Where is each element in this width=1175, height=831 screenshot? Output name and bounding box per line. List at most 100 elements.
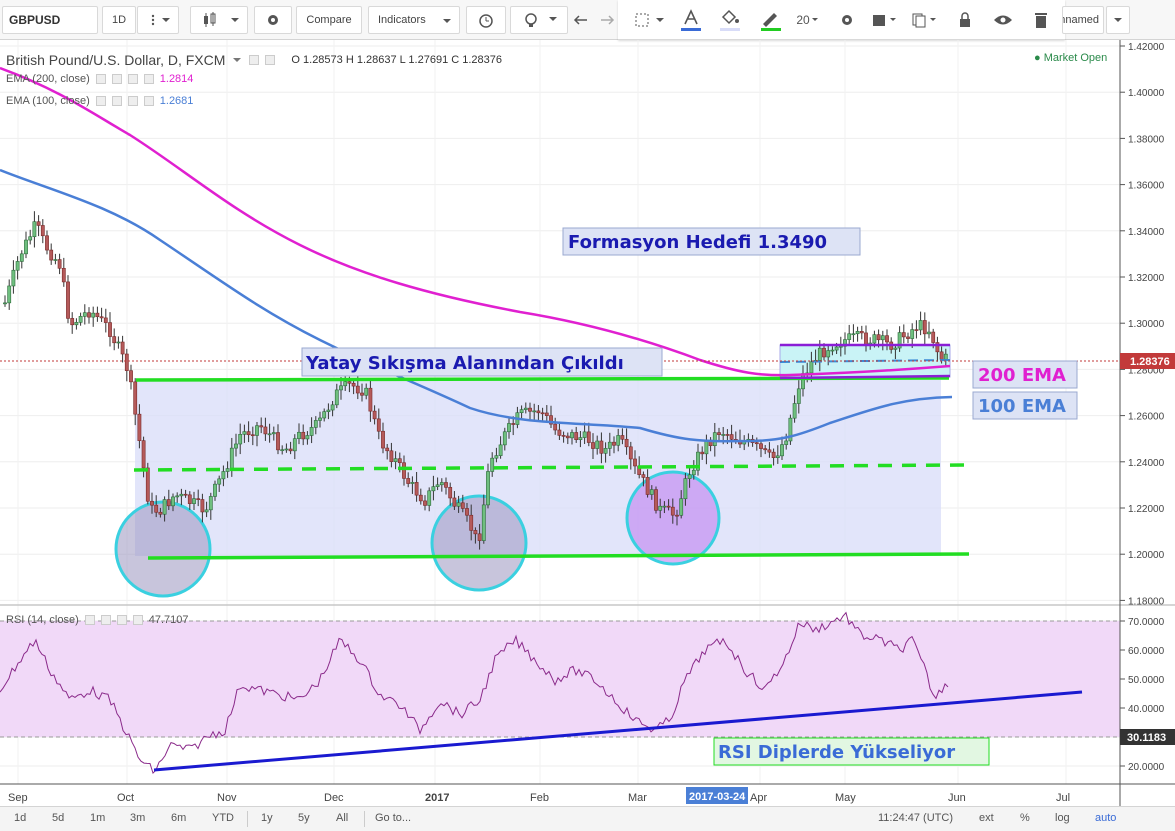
candle-body <box>624 438 629 448</box>
layout-name-button[interactable]: Unnamed <box>1062 6 1104 34</box>
price-tick-label: 1.22000 <box>1128 504 1165 515</box>
candle-body <box>322 411 327 419</box>
ema100-legend[interactable]: EMA (100, close) 1.2681 <box>6 95 193 107</box>
ema200-legend[interactable]: EMA (200, close) 1.2814 <box>6 73 193 85</box>
breakout-annotation: Yatay Sıkışma Alanından Çıkıldı <box>305 353 624 374</box>
indicators-button[interactable]: Indicators <box>368 6 460 34</box>
square-icon[interactable] <box>127 74 138 84</box>
rsi-legend-value: 47.7107 <box>148 614 189 626</box>
alarm-clock-icon <box>479 14 493 28</box>
price-axis[interactable]: 1.42000 1.40000 1.38000 1.36000 1.34000 1.320… <box>1120 42 1165 607</box>
gear-icon[interactable] <box>100 615 111 625</box>
line-width-button[interactable]: 20 <box>792 4 824 36</box>
gear-icon[interactable] <box>111 96 122 106</box>
target-annotation-box[interactable] <box>562 227 861 256</box>
chart-canvas[interactable]: 1.42000 1.40000 1.38000 1.36000 1.34000 1.320… <box>0 40 1175 807</box>
legend-gear-icon[interactable] <box>265 55 276 65</box>
range-button-6m[interactable]: 6m <box>171 812 187 824</box>
range-button-all[interactable]: All <box>336 812 349 824</box>
candle-body <box>872 334 877 344</box>
candle-body <box>574 432 579 440</box>
midline[interactable] <box>133 463 969 472</box>
ema-100-line[interactable] <box>0 168 953 443</box>
scale-option-ext[interactable]: ext <box>979 812 994 824</box>
candle-body <box>922 320 927 335</box>
candle-body <box>801 373 805 390</box>
chart-style-button[interactable] <box>190 6 248 34</box>
range-button-5y[interactable]: 5y <box>298 812 310 824</box>
breakout-annotation-box[interactable] <box>301 347 663 377</box>
legend-settings-icon[interactable] <box>249 55 260 65</box>
compare-button[interactable]: Compare <box>296 6 362 34</box>
delete-button[interactable] <box>1028 4 1054 36</box>
candle-body <box>381 430 385 449</box>
scale-option-percent[interactable]: % <box>1020 812 1030 824</box>
ema200-annotation-box[interactable] <box>972 360 1078 389</box>
candle-body <box>851 333 856 336</box>
price-tick-label: 1.30000 <box>1128 319 1165 330</box>
rsi-axis[interactable]: 70.000060.000050.000040.000030.000020.00… <box>1120 617 1165 773</box>
chart-area[interactable]: 1.42000 1.40000 1.38000 1.36000 1.34000 1.320… <box>0 40 1175 807</box>
eye-icon[interactable] <box>95 96 106 106</box>
alert-button[interactable] <box>466 6 506 34</box>
candle-body <box>74 322 79 326</box>
clone-button[interactable] <box>908 4 942 36</box>
candle-body <box>628 446 633 460</box>
close-icon[interactable] <box>143 96 154 106</box>
text-color-button[interactable] <box>676 4 706 36</box>
symbol-legend[interactable]: British Pound/U.S. Dollar, D, FXCM O 1.2… <box>6 52 502 68</box>
candles-icon <box>204 12 239 27</box>
redo-button[interactable] <box>596 6 618 34</box>
support-line[interactable] <box>147 552 970 560</box>
candle-body <box>28 236 33 241</box>
settings-button[interactable] <box>254 6 292 34</box>
undo-button[interactable] <box>568 6 594 34</box>
square-icon[interactable] <box>116 615 127 625</box>
symbol-search-input[interactable]: GBPUSD <box>2 6 98 34</box>
range-button-5d[interactable]: 5d <box>52 812 65 824</box>
range-button-3m[interactable]: 3m <box>130 812 146 824</box>
hide-button[interactable] <box>990 4 1016 36</box>
ema100-annotation-box[interactable] <box>972 391 1078 420</box>
breakout-bottom-line[interactable] <box>779 374 951 380</box>
ema100-annotation: 100 EMA <box>978 396 1066 417</box>
rsi-annotation-box[interactable] <box>713 737 990 766</box>
interval-button[interactable]: 1D <box>102 6 136 34</box>
fill-color-button[interactable] <box>714 4 746 36</box>
ideas-button[interactable] <box>510 6 568 34</box>
time-axis[interactable]: Sep Oct Nov Dec 2017 Feb Mar Apr May Jun Jul <box>8 792 1070 804</box>
scale-option-auto[interactable]: auto <box>1095 812 1117 824</box>
rsi-tick-label: 40.0000 <box>1128 704 1165 715</box>
chevron-down-icon <box>233 58 242 62</box>
range-button-ytd[interactable]: YTD <box>212 812 234 824</box>
line-color-button[interactable] <box>756 4 786 36</box>
scale-option-log[interactable]: log <box>1055 812 1070 824</box>
close-icon[interactable] <box>132 615 143 625</box>
ema-200-line[interactable] <box>0 66 951 377</box>
bottom-circle-2[interactable] <box>430 494 528 592</box>
candle-body <box>927 331 931 335</box>
range-button-1m[interactable]: 1m <box>90 812 106 824</box>
bottom-circle-1[interactable] <box>114 500 212 598</box>
candle-body <box>162 499 167 515</box>
close-icon[interactable] <box>143 74 154 84</box>
line-style-button[interactable] <box>630 4 670 36</box>
candle-body <box>385 447 390 452</box>
indicators-label: Indicators <box>378 14 426 26</box>
range-button-1d[interactable]: 1d <box>14 812 27 824</box>
drawing-settings-button[interactable] <box>834 4 860 36</box>
range-button-1y[interactable]: 1y <box>261 812 273 824</box>
rsi-trendline[interactable] <box>153 690 1083 772</box>
interval-menu-button[interactable] <box>137 6 179 34</box>
candle-body <box>700 451 705 455</box>
lock-button[interactable] <box>952 4 978 36</box>
gear-icon[interactable] <box>111 74 122 84</box>
candle-body <box>154 504 159 513</box>
goto-button[interactable]: Go to... <box>375 812 412 824</box>
eye-icon[interactable] <box>84 615 95 625</box>
eye-icon[interactable] <box>95 74 106 84</box>
visibility-template-button[interactable] <box>868 4 902 36</box>
layout-menu-button[interactable] <box>1106 6 1130 34</box>
rsi-legend[interactable]: RSI (14, close) 47.7107 <box>6 614 189 626</box>
square-icon[interactable] <box>127 96 138 106</box>
